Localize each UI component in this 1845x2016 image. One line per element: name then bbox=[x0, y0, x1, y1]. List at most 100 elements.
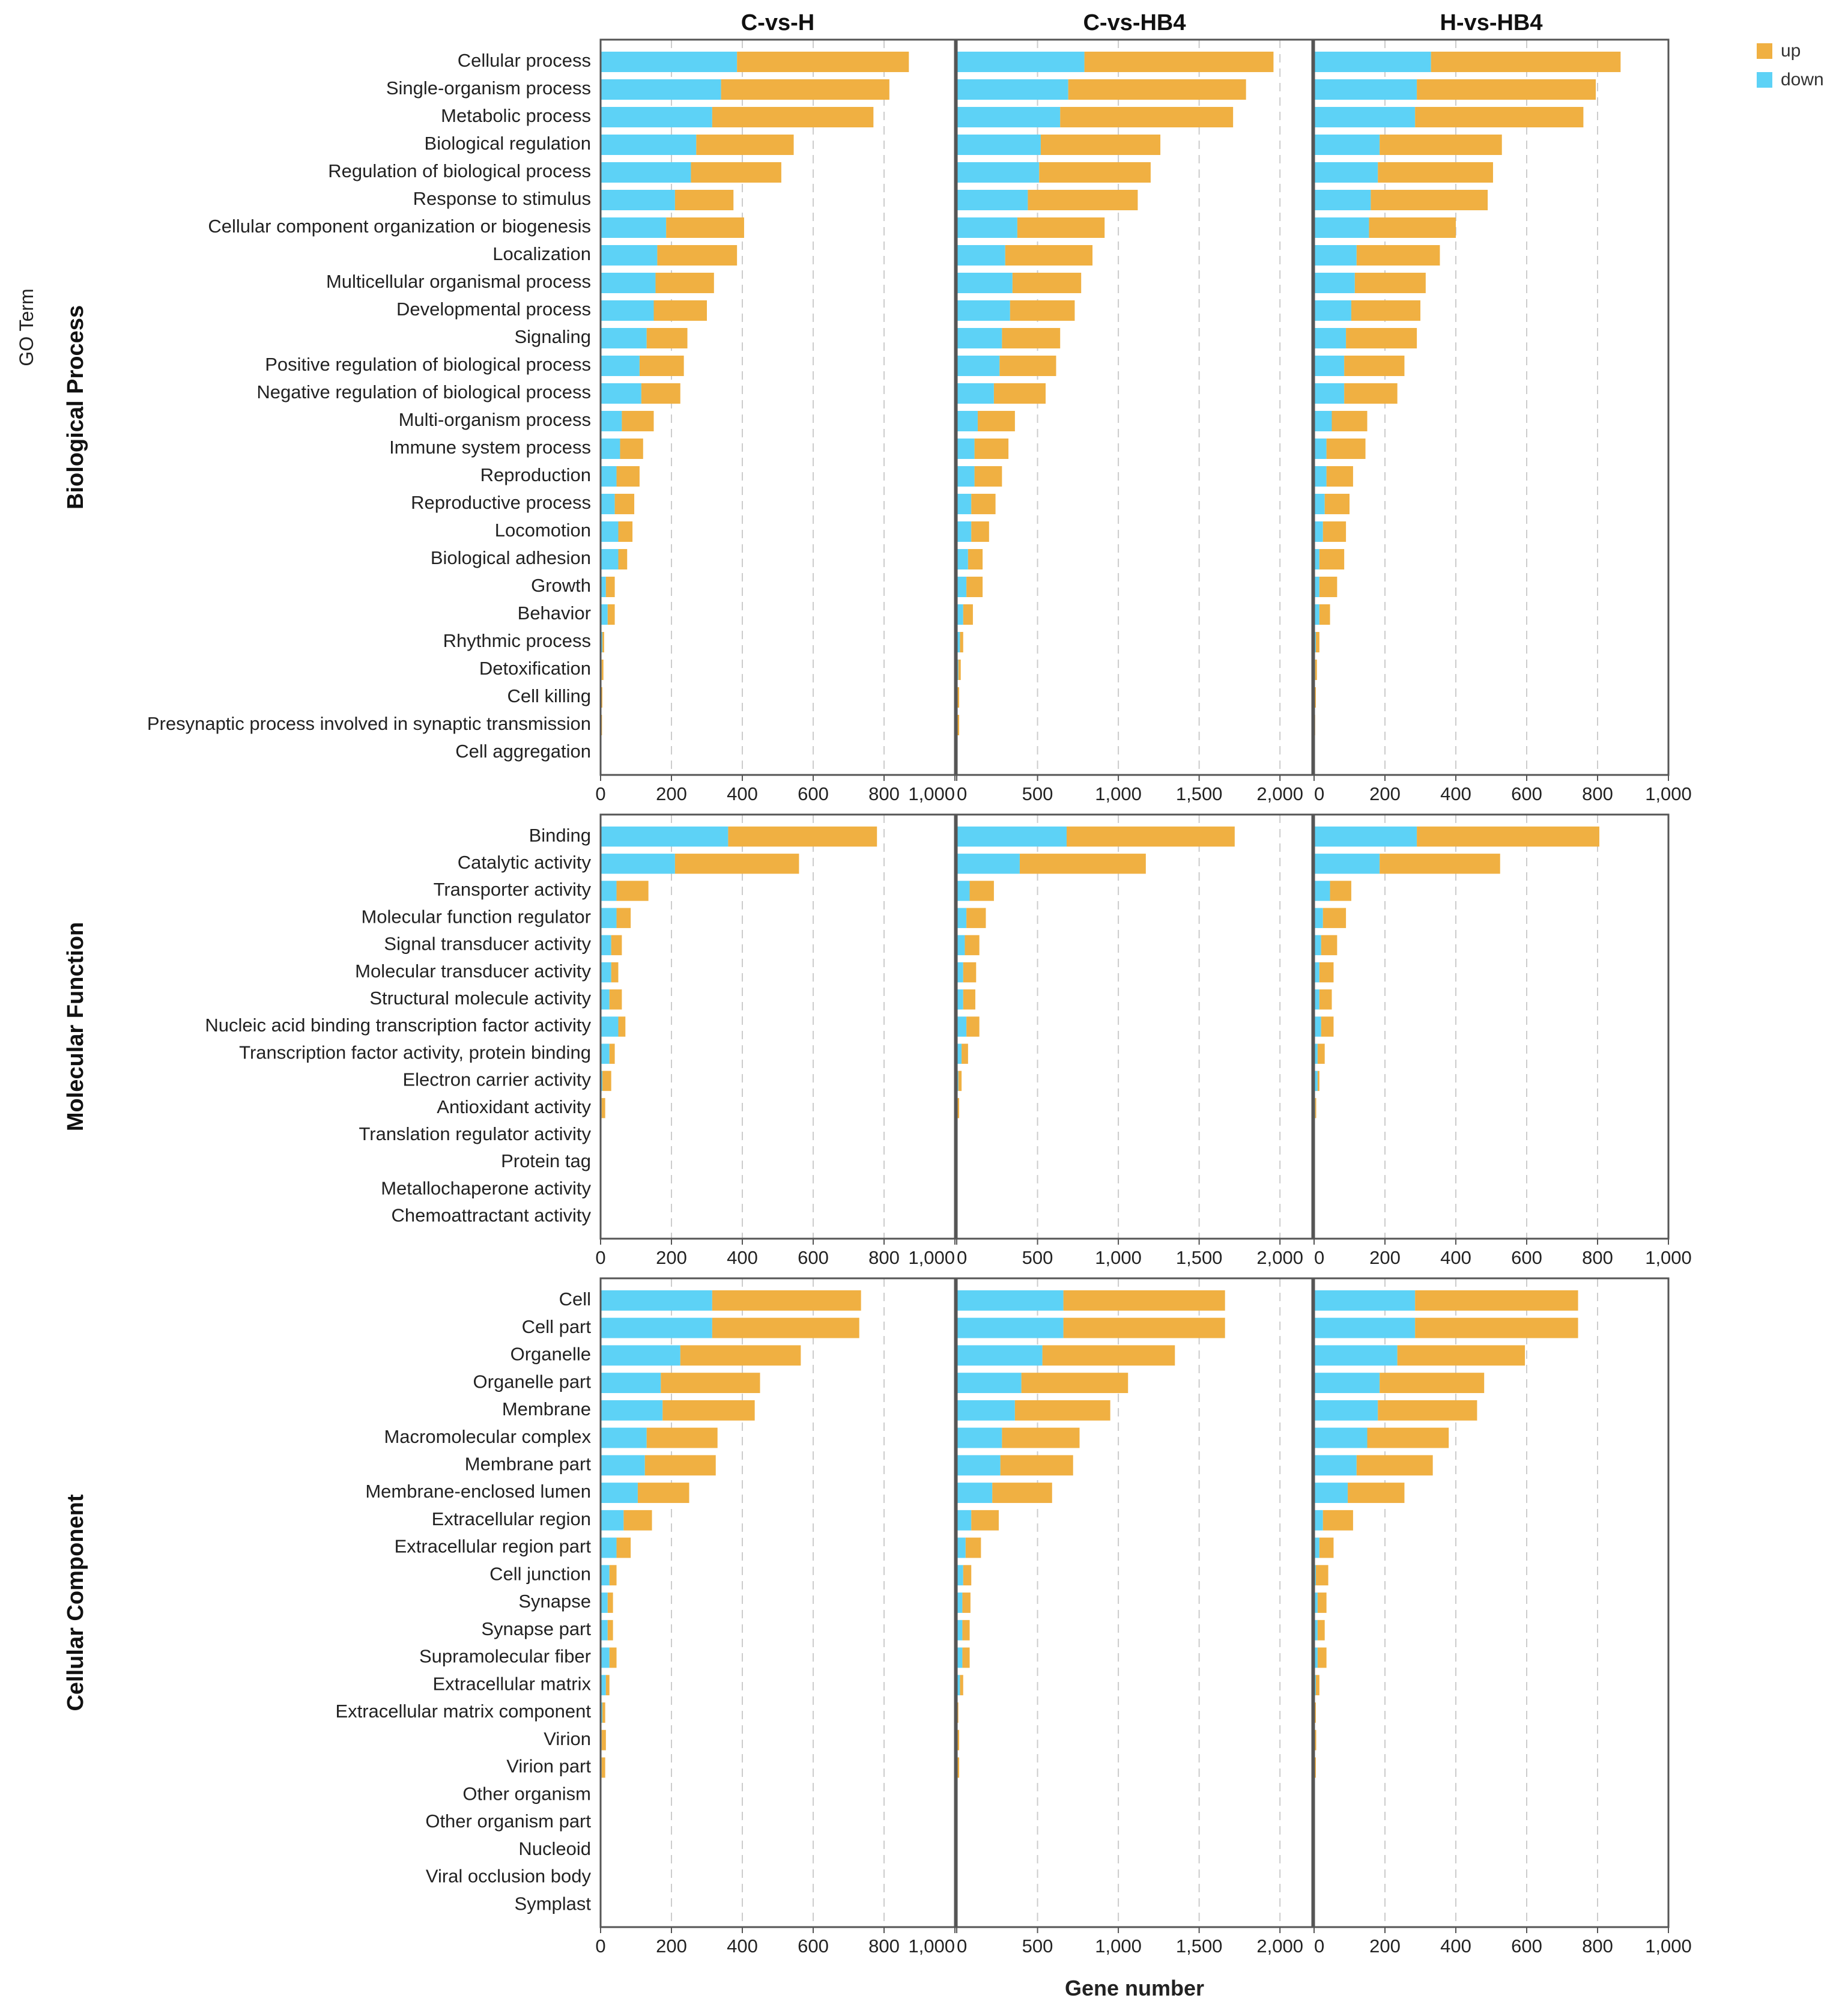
bar-up bbox=[1319, 962, 1334, 983]
bar-up bbox=[1315, 1675, 1319, 1696]
x-tick-label: 800 bbox=[868, 1247, 900, 1268]
bar-down bbox=[601, 1427, 647, 1448]
bar-up bbox=[1319, 576, 1338, 598]
bar-up bbox=[691, 162, 781, 183]
bar-up bbox=[1014, 1400, 1110, 1421]
bar-up bbox=[966, 908, 986, 928]
group-title: Molecular Function bbox=[63, 922, 88, 1131]
bar-up bbox=[1415, 106, 1584, 128]
category-label: Extracellular region part bbox=[395, 1536, 592, 1557]
bar-down bbox=[1314, 1043, 1318, 1064]
bar-up bbox=[618, 521, 633, 542]
bar-up bbox=[602, 631, 604, 653]
x-tick-label: 1,000 bbox=[1095, 783, 1142, 804]
legend-label-down: down bbox=[1781, 70, 1824, 90]
bar-down bbox=[601, 604, 608, 625]
bar-up bbox=[680, 1345, 801, 1366]
category-label: Cell aggregation bbox=[455, 741, 591, 762]
bar-up bbox=[607, 1620, 613, 1641]
panel-frame bbox=[956, 38, 1313, 776]
bar-down bbox=[601, 1455, 645, 1476]
category-label: Other organism part bbox=[425, 1811, 591, 1832]
bar-down bbox=[1314, 1647, 1318, 1668]
panel-frame bbox=[1313, 1277, 1670, 1928]
bar-down bbox=[601, 1290, 712, 1311]
category-label: Binding bbox=[529, 825, 591, 846]
bar-down bbox=[1314, 1016, 1321, 1037]
x-tick-label: 400 bbox=[1440, 783, 1471, 804]
bar-up bbox=[965, 1537, 981, 1558]
x-tick-label: 400 bbox=[727, 1936, 758, 1957]
category-label: Immune system process bbox=[389, 437, 591, 458]
bars-layer bbox=[601, 51, 1621, 1916]
bar-up bbox=[609, 1043, 615, 1064]
bar-down bbox=[601, 355, 640, 377]
category-label: Negative regulation of biological proces… bbox=[256, 381, 591, 402]
legend-swatch-up bbox=[1757, 43, 1772, 59]
bar-up bbox=[1380, 854, 1500, 874]
bar-down bbox=[957, 962, 963, 983]
category-label: Cell part bbox=[522, 1316, 592, 1337]
bar-up bbox=[712, 1290, 861, 1311]
labels-layer: C-vs-H C-vs-HB4 H-vs-HB4 GO Term Biological … bbox=[16, 10, 1692, 2000]
bar-down bbox=[1314, 189, 1371, 211]
bar-up bbox=[969, 881, 994, 901]
bar-down bbox=[957, 1620, 963, 1641]
bar-down bbox=[957, 466, 975, 487]
bar-up bbox=[1321, 1016, 1334, 1037]
bar-up bbox=[1317, 1592, 1327, 1613]
x-tick-label: 200 bbox=[1369, 1936, 1401, 1957]
bar-down bbox=[957, 854, 1020, 874]
bar-down bbox=[601, 1345, 680, 1366]
bar-down bbox=[957, 631, 960, 653]
column-title: C-vs-HB4 bbox=[1083, 10, 1186, 35]
bar-up bbox=[614, 493, 635, 515]
bar-down bbox=[957, 989, 963, 1010]
bar-down bbox=[957, 217, 1017, 238]
bar-up bbox=[721, 79, 889, 100]
bar-down bbox=[601, 272, 656, 294]
panel-frame bbox=[599, 38, 956, 776]
bar-up bbox=[1380, 1373, 1485, 1394]
bar-down bbox=[601, 881, 617, 901]
x-tick-label: 200 bbox=[656, 1247, 687, 1268]
category-label: Extracellular region bbox=[432, 1508, 591, 1529]
bar-up bbox=[666, 217, 744, 238]
x-tick-label: 400 bbox=[1440, 1936, 1471, 1957]
category-label: Membrane-enclosed lumen bbox=[365, 1481, 591, 1502]
bar-down bbox=[1314, 548, 1319, 570]
bar-up bbox=[1315, 1565, 1328, 1586]
bar-up bbox=[962, 1647, 970, 1668]
bar-down bbox=[957, 51, 1085, 73]
bar-up bbox=[957, 1702, 959, 1723]
category-label: Positive regulation of biological proces… bbox=[265, 354, 591, 375]
x-tick-label: 0 bbox=[957, 783, 967, 804]
bar-up bbox=[646, 1427, 718, 1448]
grid-layer bbox=[671, 40, 1598, 1927]
bar-down bbox=[601, 908, 617, 928]
x-tick-label: 400 bbox=[727, 783, 758, 804]
category-label: Reproductive process bbox=[411, 492, 591, 513]
panel-frame bbox=[1313, 38, 1670, 776]
bar-up bbox=[971, 493, 996, 515]
bar-up bbox=[1326, 466, 1353, 487]
category-label: Structural molecule activity bbox=[369, 988, 591, 1009]
category-label: Metabolic process bbox=[441, 105, 591, 126]
x-tick-label: 1,500 bbox=[1176, 1936, 1223, 1957]
bar-up bbox=[957, 1098, 960, 1119]
category-label: Molecular transducer activity bbox=[355, 961, 591, 982]
x-tick-label: 1,500 bbox=[1176, 783, 1223, 804]
bar-down bbox=[1314, 604, 1319, 625]
bar-up bbox=[616, 908, 631, 928]
bar-up bbox=[728, 826, 877, 847]
bar-up bbox=[1321, 935, 1338, 956]
category-label: Membrane part bbox=[465, 1453, 592, 1474]
panel-frame bbox=[1313, 813, 1670, 1240]
bar-up bbox=[977, 410, 1015, 432]
bar-down bbox=[1314, 300, 1351, 321]
column-title: H-vs-HB4 bbox=[1440, 10, 1542, 35]
bar-down bbox=[957, 548, 968, 570]
bar-down bbox=[1314, 576, 1319, 598]
x-tick-label: 2,000 bbox=[1256, 1247, 1303, 1268]
bar-down bbox=[1314, 51, 1431, 73]
